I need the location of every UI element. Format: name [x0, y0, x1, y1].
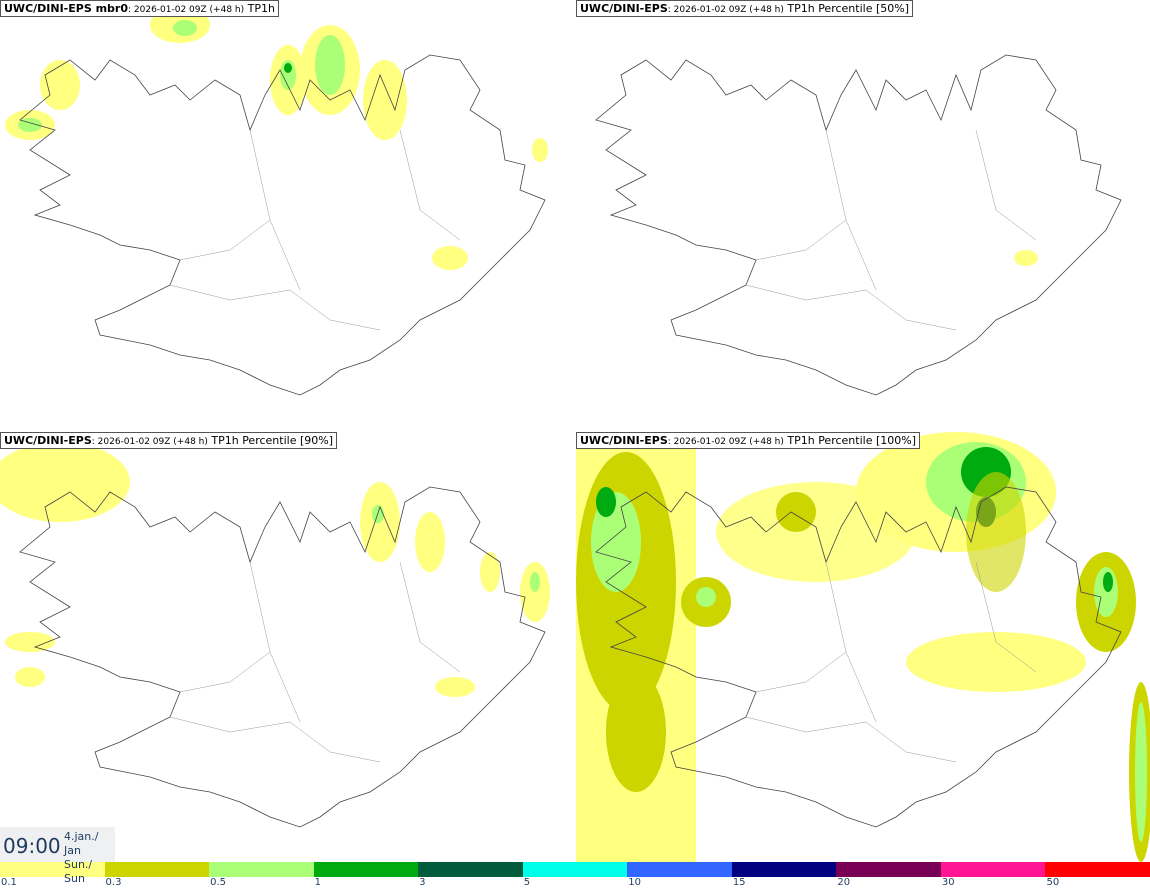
colorbar-swatch: [0, 862, 105, 877]
map-panel-p90: UWC/DINI-EPS: 2026-01-02 09Z (+48 h) TP1…: [0, 432, 574, 862]
map-panel-member0: UWC/DINI-EPS mbr0: 2026-01-02 09Z (+48 h…: [0, 0, 574, 430]
colorbar-label: 50: [1046, 877, 1060, 888]
weekday-line: Sun./ Sun: [64, 858, 93, 885]
colorbar-swatch: [627, 862, 732, 877]
precipitation-map: [5, 7, 548, 396]
colorbar-label: 10: [628, 877, 641, 888]
valid-time: 09:00: [3, 834, 61, 858]
colorbar-label: 5: [523, 877, 531, 888]
colorbar-swatch: [104, 862, 210, 877]
colorbar-swatch: [313, 862, 419, 877]
date-line: 4.jan./ Jan: [64, 830, 99, 857]
colorbar-swatch: [836, 862, 941, 877]
panel-title: UWC/DINI-EPS mbr0: 2026-01-02 09Z (+48 h…: [0, 0, 279, 17]
colorbar-label: 0.3: [105, 877, 122, 888]
colorbar: [0, 862, 1150, 877]
colorbar-label: 20: [837, 877, 851, 888]
precipitation-map: [595, 54, 1122, 396]
colorbar-label: 1: [314, 877, 321, 888]
colorbar-swatch: [522, 862, 628, 877]
colorbar-swatch: [1045, 862, 1150, 877]
valid-time-box: 09:00 4.jan./ Jan Sun./ Sun: [0, 827, 115, 885]
colorbar-label: 3: [419, 877, 426, 888]
colorbar-swatch: [940, 862, 1046, 877]
colorbar-labels: 0.1 0.3 0.5 1 3 5 10 15 20 30 50: [0, 877, 1150, 891]
map-panel-p50: UWC/DINI-EPS: 2026-01-02 09Z (+48 h) TP1…: [576, 0, 1150, 430]
precipitation-map: [0, 442, 550, 828]
panel-title: UWC/DINI-EPS: 2026-01-02 09Z (+48 h) TP1…: [0, 432, 337, 449]
valid-date: 4.jan./ Jan Sun./ Sun: [64, 830, 115, 886]
colorbar-label: 0.5: [210, 877, 226, 888]
colorbar-label: 15: [732, 877, 746, 888]
precipitation-map: [576, 432, 1150, 862]
panel-title: UWC/DINI-EPS: 2026-01-02 09Z (+48 h) TP1…: [576, 0, 913, 17]
colorbar-swatch: [731, 862, 837, 877]
colorbar-label: 0.1: [1, 877, 17, 888]
panel-title: UWC/DINI-EPS: 2026-01-02 09Z (+48 h) TP1…: [576, 432, 920, 449]
colorbar-swatch: [418, 862, 523, 877]
colorbar-swatch: [209, 862, 314, 877]
colorbar-label: 30: [941, 877, 955, 888]
map-panel-p100: UWC/DINI-EPS: 2026-01-02 09Z (+48 h) TP1…: [576, 432, 1150, 862]
